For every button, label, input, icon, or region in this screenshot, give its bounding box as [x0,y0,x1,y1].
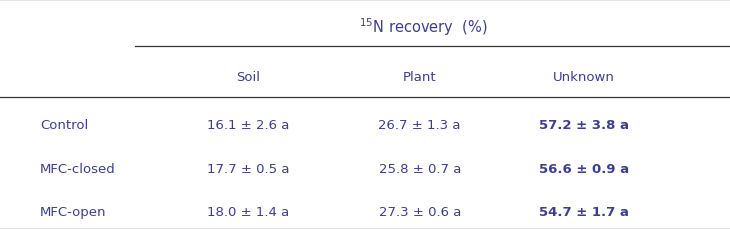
Text: 54.7 ± 1.7 a: 54.7 ± 1.7 a [539,205,629,218]
Text: 57.2 ± 3.8 a: 57.2 ± 3.8 a [539,118,629,131]
Text: MFC-open: MFC-open [40,205,107,218]
Text: 26.7 ± 1.3 a: 26.7 ± 1.3 a [378,118,461,131]
Text: Soil: Soil [237,70,260,83]
Text: 25.8 ± 0.7 a: 25.8 ± 0.7 a [379,162,461,175]
Text: MFC-closed: MFC-closed [40,162,116,175]
Text: 16.1 ± 2.6 a: 16.1 ± 2.6 a [207,118,289,131]
Text: 18.0 ± 1.4 a: 18.0 ± 1.4 a [207,205,289,218]
Text: Unknown: Unknown [553,70,615,83]
Text: Control: Control [40,118,88,131]
Text: $^{15}$N recovery  (%): $^{15}$N recovery (%) [359,17,488,38]
Text: 27.3 ± 0.6 a: 27.3 ± 0.6 a [379,205,461,218]
Text: 56.6 ± 0.9 a: 56.6 ± 0.9 a [539,162,629,175]
Text: Plant: Plant [403,70,437,83]
Text: 17.7 ± 0.5 a: 17.7 ± 0.5 a [207,162,290,175]
